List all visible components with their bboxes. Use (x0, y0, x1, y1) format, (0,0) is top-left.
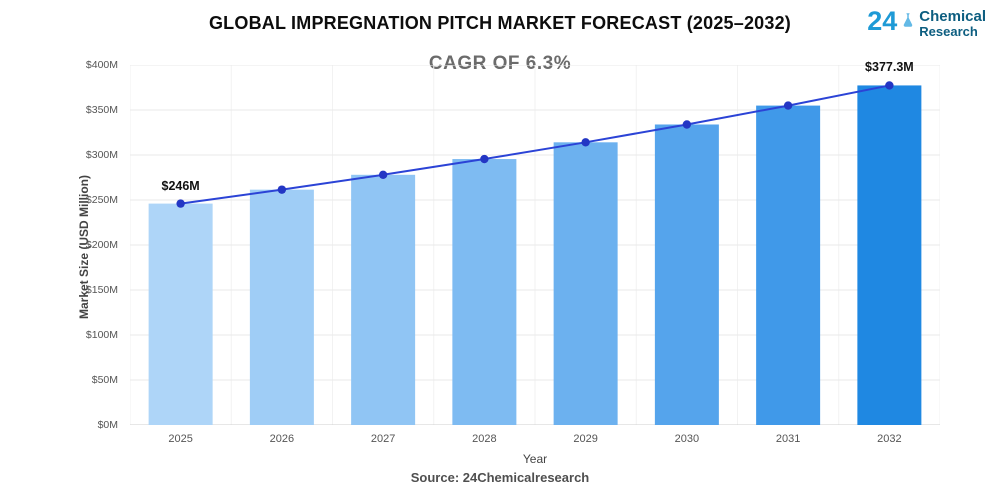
bar-2025 (148, 203, 213, 425)
x-tick-label: 2026 (269, 433, 295, 445)
plot-svg (130, 65, 940, 425)
x-axis-title: Year (522, 452, 548, 466)
x-tick-label: 2030 (674, 433, 700, 445)
bar-2030 (654, 124, 719, 425)
trend-marker (277, 185, 287, 194)
y-tick-label: $150M (85, 284, 118, 296)
logo-word-research: Research (919, 23, 978, 39)
logo-flask-icon (899, 8, 917, 37)
trend-marker (783, 101, 793, 110)
y-tick-label: $0M (97, 419, 118, 431)
y-tick-label: $50M (91, 374, 118, 386)
bar-2028 (452, 159, 517, 425)
trend-line (180, 84, 890, 205)
trend-marker (682, 120, 692, 129)
y-tick-label: $200M (85, 239, 118, 251)
bar-2029 (553, 142, 618, 425)
plot-area (130, 65, 940, 425)
source-caption: Source: 24Chemicalresearch (410, 470, 590, 485)
logo-number: 24 (867, 6, 898, 36)
logo-word-chemical: Chemical (919, 8, 986, 25)
bar-2027 (351, 174, 416, 425)
logo-words: Chemical Research (919, 9, 986, 38)
bar-2032 (857, 85, 922, 425)
bar-2026 (249, 189, 314, 425)
bar-2031 (756, 105, 821, 425)
x-tick-label: 2025 (168, 433, 193, 445)
x-axis-tick-labels: 2025 2026 2027 2028 2029 2030 2031 2032 (130, 433, 940, 449)
brand-logo: 24 Chemical Research (867, 8, 986, 38)
y-tick-label: $250M (85, 194, 118, 206)
y-tick-label: $100M (85, 329, 118, 341)
trend-marker (378, 170, 388, 179)
chart-title: GLOBAL IMPREGNATION PITCH MARKET FORECAS… (208, 13, 791, 33)
x-tick-label: 2031 (775, 433, 801, 445)
y-tick-label: $350M (85, 104, 118, 116)
trend-marker (480, 154, 489, 164)
x-tick-label: 2029 (573, 433, 598, 445)
trend-marker (581, 138, 590, 147)
y-axis-tick-labels: $0M $50M $100M $150M $200M $250M $300M $350M $40… (0, 59, 124, 431)
x-tick-label: 2028 (472, 433, 497, 445)
trend-marker (176, 199, 185, 208)
x-tick-label: 2027 (370, 433, 396, 445)
trend-marker (885, 81, 894, 90)
y-tick-label: $300M (85, 149, 118, 161)
y-tick-label: $400M (85, 59, 118, 71)
x-tick-label: 2032 (877, 433, 902, 445)
